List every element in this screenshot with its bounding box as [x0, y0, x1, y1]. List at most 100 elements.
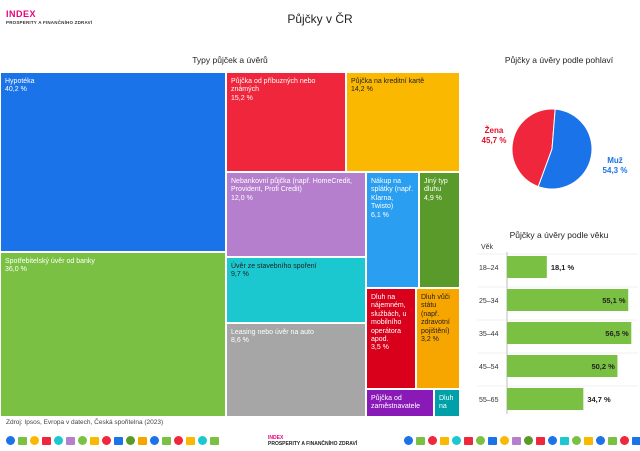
age-category-label: 25–34	[479, 298, 499, 305]
pie-label-zena: Žena 45,7 %	[481, 126, 507, 145]
age-bar	[507, 322, 632, 344]
age-bar-value: 18,1 %	[551, 263, 575, 272]
treemap-tile-label: Dluh vůči státu (např. zdravotní pojiště…	[421, 294, 450, 335]
footer-decoration-right	[404, 436, 640, 445]
treemap-tile: Půjčka od příbuzných nebo známých 15,2 %	[226, 72, 346, 172]
deco-square-icon	[114, 437, 123, 445]
treemap-tile-label: Dluh na nájemném, službách, u mobilního …	[371, 294, 407, 344]
deco-square-icon	[536, 437, 545, 445]
treemap-tile-value: 3,2 %	[421, 336, 439, 344]
deco-dot-icon	[150, 436, 159, 445]
age-axis-label: Věk	[481, 244, 494, 251]
age-bar-value: 56,5 %	[605, 329, 629, 338]
age-bar	[507, 256, 547, 278]
deco-square-icon	[488, 437, 497, 445]
deco-dot-icon	[30, 436, 39, 445]
treemap-tile: Půjčka na kreditní kartě 14,2 %	[346, 72, 460, 172]
treemap-tile: Půjčka od zaměstnavatele	[366, 389, 434, 417]
age-category-label: 35–44	[479, 331, 499, 338]
age-bar	[507, 388, 584, 410]
deco-dot-icon	[198, 436, 207, 445]
deco-square-icon	[138, 437, 147, 445]
deco-dot-icon	[404, 436, 413, 445]
treemap-tile: Nebankovní půjčka (např. HomeCredit, Pro…	[226, 172, 366, 257]
deco-square-icon	[90, 437, 99, 445]
deco-square-icon	[608, 437, 617, 445]
source-note: Zdroj: Ipsos, Evropa v datech, Česká spo…	[6, 419, 164, 426]
deco-dot-icon	[596, 436, 605, 445]
treemap-tile-label: Spotřebitelský úvěr od banky	[5, 258, 95, 265]
pie-name-muz: Muž	[607, 156, 623, 165]
age-bar	[507, 289, 629, 311]
treemap-tile-value: 9,7 %	[231, 271, 249, 279]
pie-label-muz: Muž 54,3 %	[600, 156, 630, 175]
treemap-tile: Leasing nebo úvěr na auto 8,6 %	[226, 323, 366, 417]
deco-dot-icon	[54, 436, 63, 445]
deco-square-icon	[512, 437, 521, 445]
deco-dot-icon	[620, 436, 629, 445]
treemap-tile-label: Úvěr ze stavebního spoření	[231, 263, 317, 270]
treemap-tile-label: Jiný typ dluhu	[424, 178, 448, 194]
page-title: Půjčky v ČR	[287, 12, 353, 26]
gender-pie-chart	[511, 108, 593, 190]
treemap-tile-value: 36,0 %	[5, 266, 27, 274]
footer-logo-subtitle: PROSPERITY A FINANČNÍHO ZDRAVÍ	[268, 441, 358, 447]
treemap-tile: Úvěr ze stavebního spoření 9,7 %	[226, 257, 366, 323]
deco-square-icon	[162, 437, 171, 445]
deco-square-icon	[464, 437, 473, 445]
pie-value-muz: 54,3 %	[602, 165, 628, 175]
treemap-tile-label: Půjčka na kreditní kartě	[351, 78, 425, 85]
treemap-tile-value: 8,6 %	[231, 337, 249, 345]
deco-square-icon	[416, 437, 425, 445]
treemap-tile-value: 4,9 %	[424, 194, 442, 202]
pie-title: Půjčky a úvěry podle pohlaví	[504, 55, 614, 65]
treemap-tile-label: Nebankovní půjčka (např. HomeCredit, Pro…	[231, 178, 353, 194]
deco-dot-icon	[78, 436, 87, 445]
pie-value-zena: 45,7 %	[481, 135, 507, 145]
treemap-tile: Jiný typ dluhu 4,9 %	[419, 172, 460, 288]
deco-dot-icon	[452, 436, 461, 445]
treemap-tile-value: 6,1 %	[371, 211, 389, 219]
deco-dot-icon	[500, 436, 509, 445]
treemap-tile: Dluh vůči státu (např. zdravotní pojiště…	[416, 288, 460, 389]
deco-dot-icon	[572, 436, 581, 445]
index-logo: INDEX PROSPERITY A FINANČNÍHO ZDRAVÍ	[6, 9, 92, 25]
treemap-tile-value: 40,2 %	[5, 86, 27, 94]
age-chart-title: Půjčky a úvěry podle věku	[509, 230, 609, 240]
deco-square-icon	[560, 437, 569, 445]
deco-dot-icon	[524, 436, 533, 445]
treemap-tile-value: 15,2 %	[231, 94, 253, 102]
deco-dot-icon	[102, 436, 111, 445]
treemap-tile: Dluh na	[434, 389, 460, 417]
treemap-tile-label: Dluh na	[439, 395, 454, 411]
footer-logo-word: INDEX	[268, 435, 284, 441]
deco-dot-icon	[428, 436, 437, 445]
footer-logo: INDEX PROSPERITY A FINANČNÍHO ZDRAVÍ	[268, 435, 357, 447]
treemap-tile-label: Nákup na splátky (např. Klarna, Twisto)	[371, 178, 414, 211]
treemap: Hypotéka 40,2 % Spotřebitelský úvěr od ban…	[0, 72, 460, 417]
age-category-label: 18–24	[479, 265, 499, 272]
footer-decoration-left	[6, 436, 219, 445]
deco-square-icon	[584, 437, 593, 445]
deco-dot-icon	[174, 436, 183, 445]
treemap-tile: Spotřebitelský úvěr od banky 36,0 %	[0, 252, 226, 417]
treemap-tile: Nákup na splátky (např. Klarna, Twisto) 6…	[366, 172, 419, 288]
treemap-tile-label: Půjčka od zaměstnavatele	[371, 395, 421, 411]
pie-slice-zena	[511, 108, 556, 188]
age-category-label: 45–54	[479, 364, 499, 371]
logo-subtitle: PROSPERITY A FINANČNÍHO ZDRAVÍ	[6, 20, 93, 25]
deco-dot-icon	[126, 436, 135, 445]
deco-square-icon	[440, 437, 449, 445]
deco-square-icon	[210, 437, 219, 445]
treemap-tile-label: Leasing nebo úvěr na auto	[231, 329, 314, 336]
deco-square-icon	[66, 437, 75, 445]
treemap-tile-value: 12,0 %	[231, 194, 253, 202]
deco-square-icon	[18, 437, 27, 445]
pie-slice-muz	[537, 108, 593, 190]
age-bar-value: 50,2 %	[591, 362, 615, 371]
deco-dot-icon	[548, 436, 557, 445]
deco-dot-icon	[476, 436, 485, 445]
treemap-tile-label: Půjčka od příbuzných nebo známých	[231, 78, 316, 94]
deco-square-icon	[186, 437, 195, 445]
age-bar	[507, 355, 618, 377]
